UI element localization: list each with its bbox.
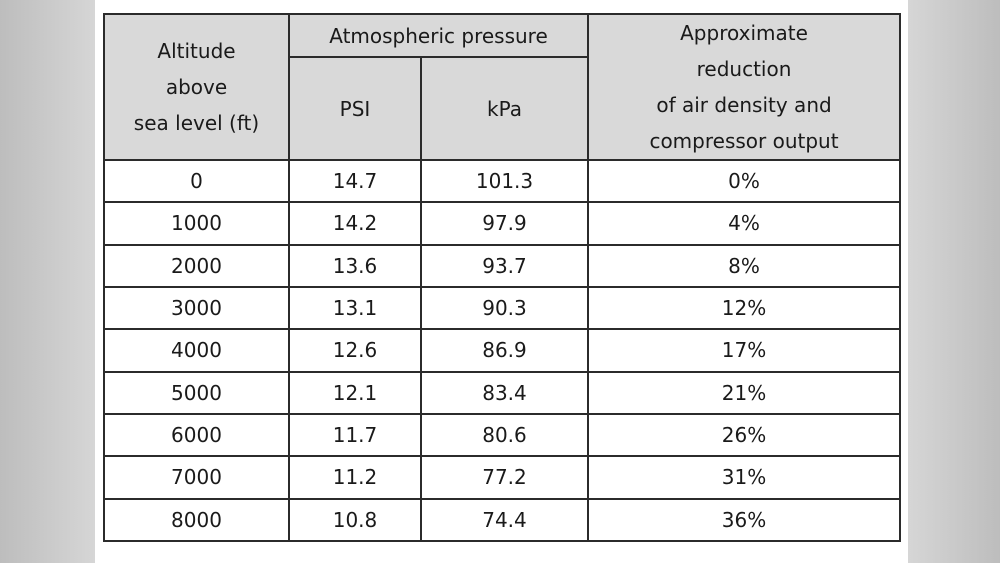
table-cell: 12.1 <box>288 370 422 415</box>
table-row: 8000 10.8 74.4 36% <box>103 497 902 543</box>
table-cell: 4% <box>587 201 902 246</box>
table-cell: 5000 <box>103 370 290 415</box>
header-line: sea level (ft) <box>133 111 260 135</box>
table-cell: 80.6 <box>419 412 590 458</box>
table-cell: 4000 <box>103 328 290 373</box>
header-cell: PSI <box>288 56 422 161</box>
table-cell: 7000 <box>103 455 290 500</box>
table-cell: 26% <box>587 412 902 458</box>
table-cell: 12.6 <box>288 328 422 373</box>
table-cell: 36% <box>587 497 902 543</box>
table-cell: 17% <box>587 328 902 373</box>
table-cell: 31% <box>587 455 902 500</box>
table-cell: 86.9 <box>419 328 590 373</box>
table-cell: 11.7 <box>288 412 422 458</box>
header-line: above <box>165 75 228 99</box>
table-cell: 97.9 <box>419 201 590 246</box>
table-cell: 13.6 <box>288 243 422 288</box>
table-cell: 1000 <box>103 201 290 246</box>
header-line: reduction <box>696 57 792 81</box>
table-cell: 0% <box>587 158 902 204</box>
table-cell: 21% <box>587 370 902 415</box>
table-cell: 3000 <box>103 285 290 331</box>
table-row: 2000 13.6 93.7 8% <box>103 243 902 288</box>
table-cell: 0 <box>103 158 290 204</box>
table-cell: 10.8 <box>288 497 422 543</box>
table-row: 0 14.7 101.3 0% <box>103 158 902 204</box>
header-line: Approximate <box>680 21 808 45</box>
table-cell: 13.1 <box>288 285 422 331</box>
table-row: 3000 13.1 90.3 12% <box>103 285 902 331</box>
table-row: 6000 11.7 80.6 26% <box>103 412 902 458</box>
table-cell: 14.2 <box>288 201 422 246</box>
table-cell: 11.2 <box>288 455 422 500</box>
table-cell: 77.2 <box>419 455 590 500</box>
table-row: 7000 11.2 77.2 31% <box>103 455 902 500</box>
header-cell: kPa <box>419 56 590 161</box>
table-cell: 14.7 <box>288 158 422 204</box>
table-cell: 93.7 <box>419 243 590 288</box>
table-cell: 8% <box>587 243 902 288</box>
table-cell: 12% <box>587 285 902 331</box>
header-line: of air density and <box>656 93 832 117</box>
table-cell: 74.4 <box>419 497 590 543</box>
table-cell: 90.3 <box>419 285 590 331</box>
table-cell: 8000 <box>103 497 290 543</box>
header-cell: Atmospheric pressure <box>287 12 590 59</box>
data-table: Altitude above sea level (ft) Atmospheric … <box>103 12 902 543</box>
header-line: compressor output <box>649 129 839 153</box>
table-row: 5000 12.1 83.4 21% <box>103 370 902 415</box>
header-cell: Altitude above sea level (ft) <box>103 13 290 161</box>
table-row: 4000 12.6 86.9 17% <box>103 328 902 373</box>
table-cell: 83.4 <box>419 370 590 415</box>
table-row: 1000 14.2 97.9 4% <box>103 201 902 246</box>
table-cell: 6000 <box>103 412 290 458</box>
header-line: Altitude <box>157 39 236 63</box>
table-cell: 2000 <box>103 243 290 288</box>
header-cell: Approximate reduction of air density and co… <box>587 13 902 161</box>
table-cell: 101.3 <box>419 158 590 204</box>
